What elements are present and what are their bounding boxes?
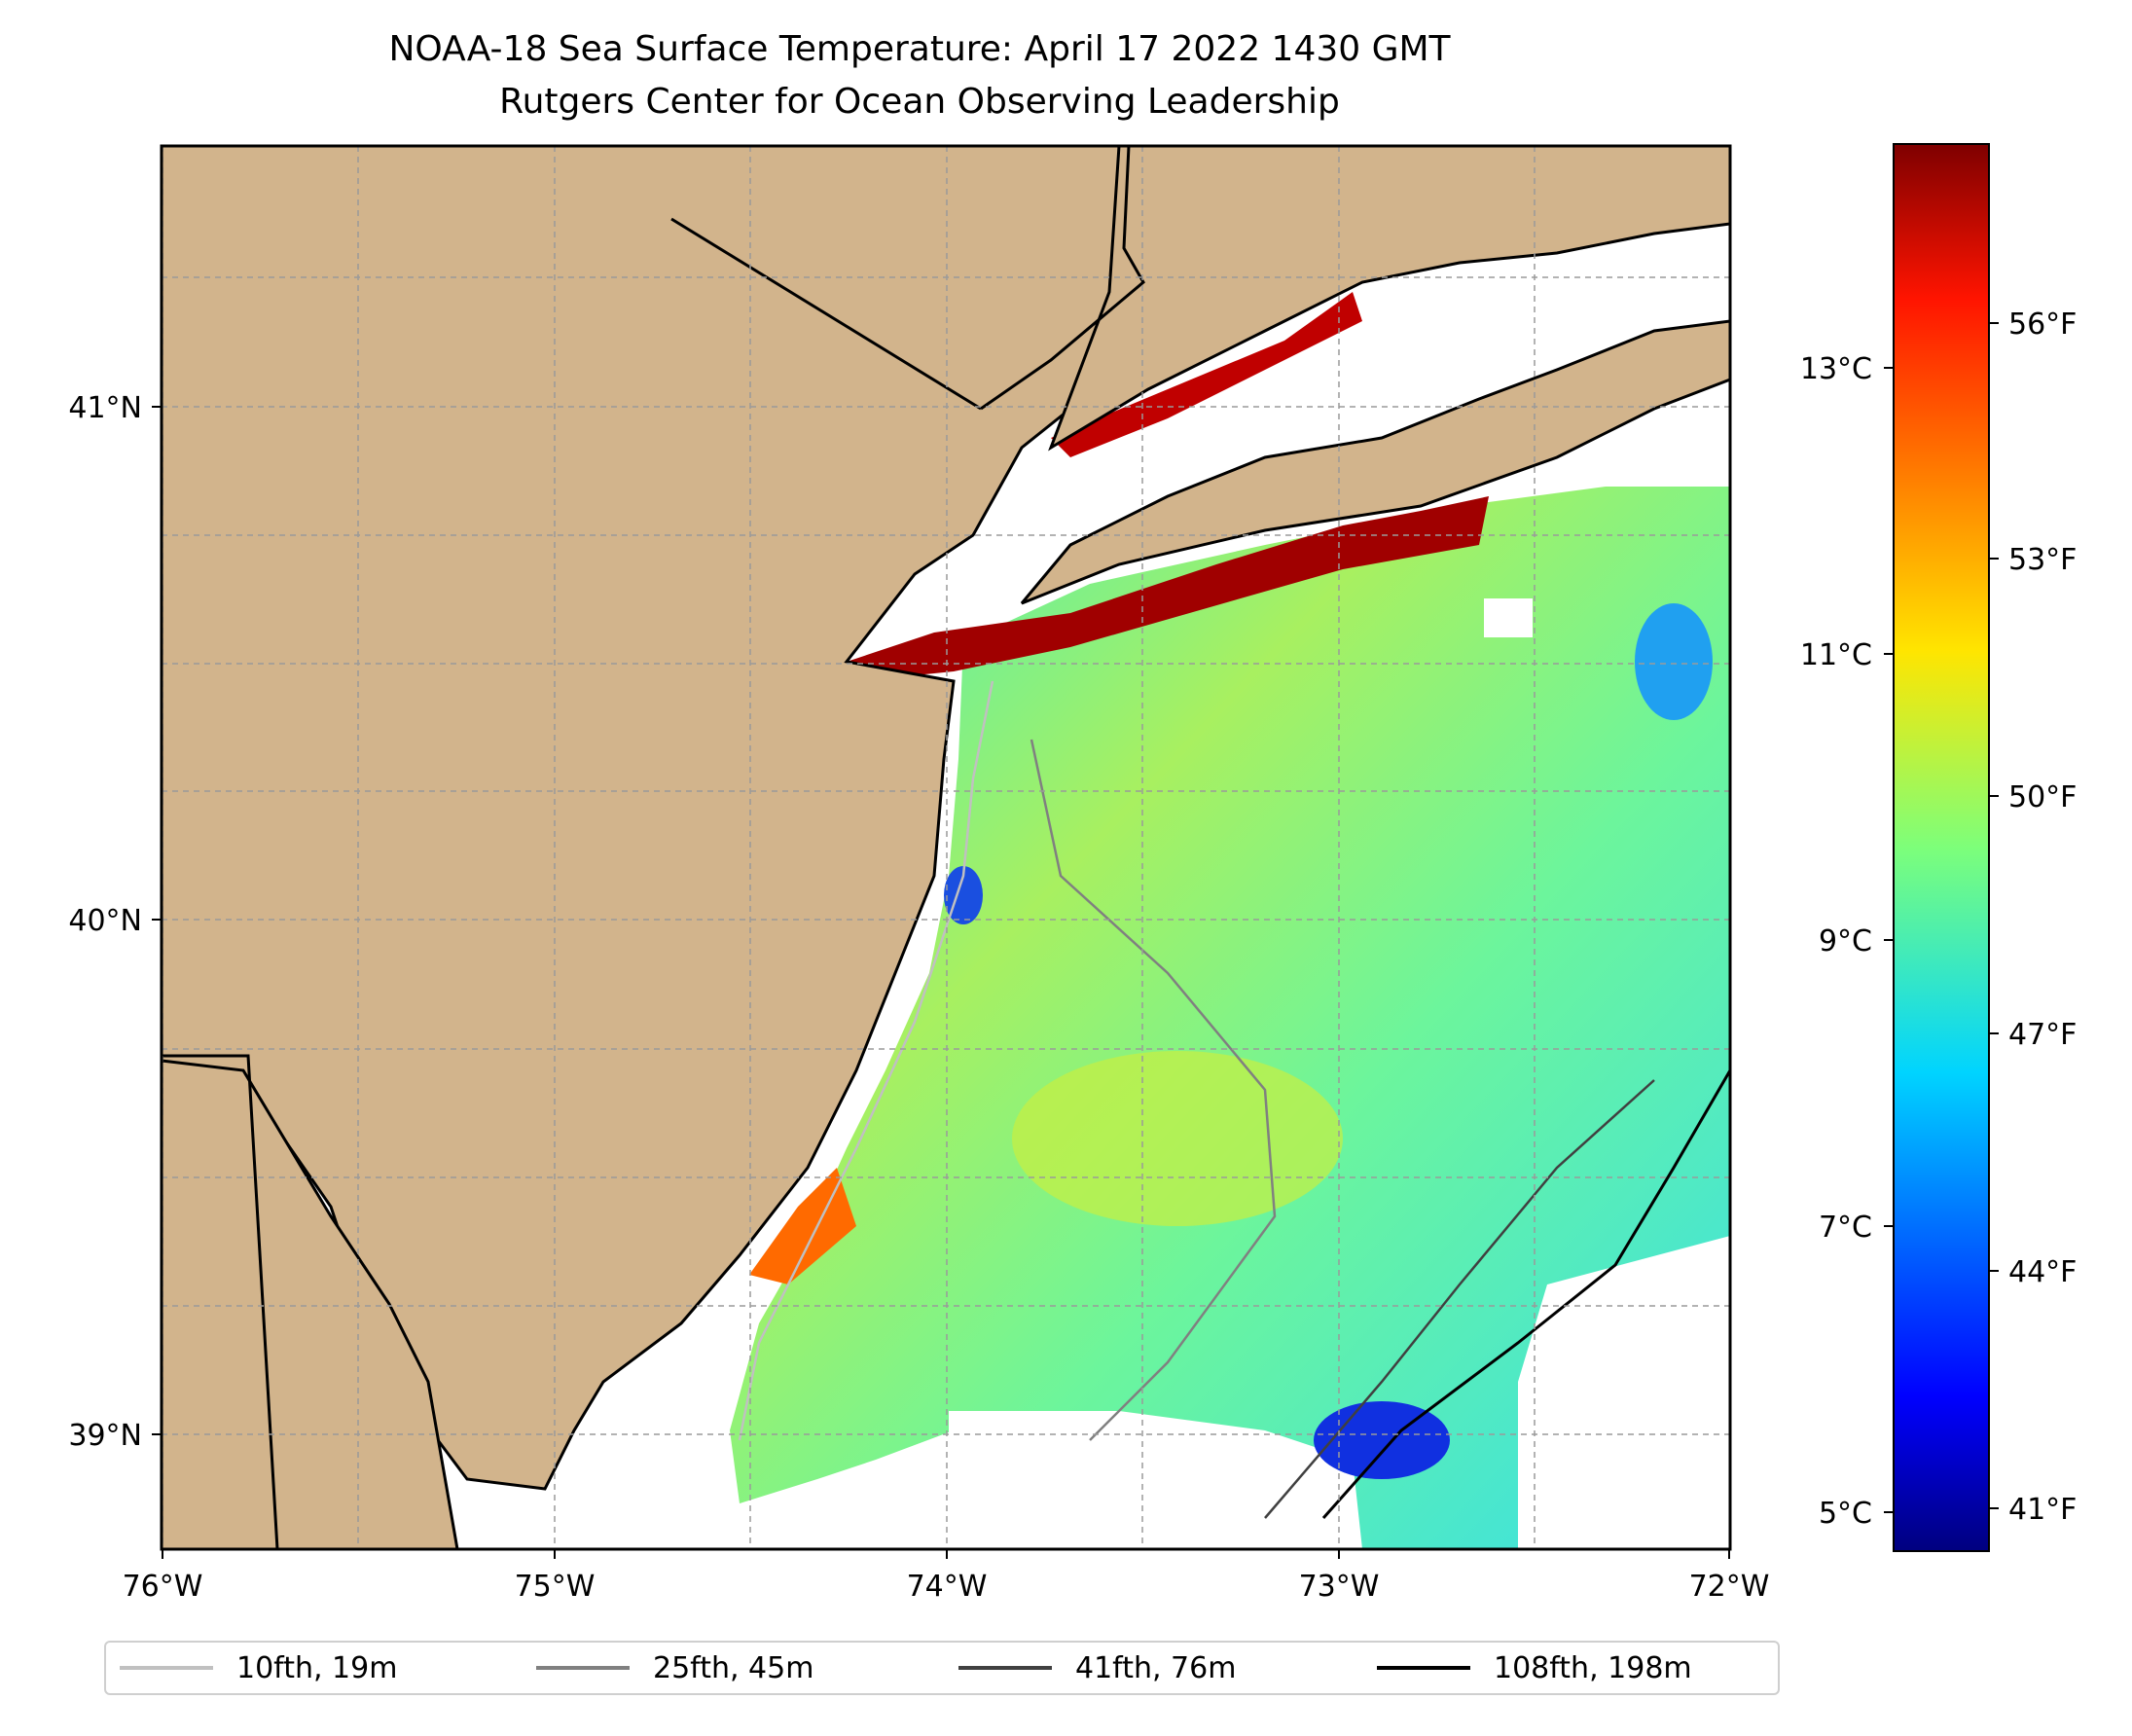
legend-line-swatch	[1377, 1666, 1470, 1670]
lat-tick-marks	[152, 406, 162, 1435]
state-border	[162, 1054, 279, 1549]
chart-subtitle: Rutgers Center for Ocean Observing Leade…	[499, 82, 1340, 122]
colorbar-fahrenheit-ticks	[1989, 322, 1999, 1509]
lon-tick-label: 73°W	[1299, 1570, 1380, 1604]
legend-label: 25fth, 45m	[653, 1650, 814, 1685]
state-border	[980, 146, 1145, 411]
no-data-patch	[949, 1411, 1095, 1450]
colorbar-celsius-label: 11°C	[1800, 638, 1872, 672]
lon-tick-label: 72°W	[1689, 1570, 1770, 1604]
warm-coastal-band	[847, 496, 1489, 681]
isobath-45m	[1030, 739, 1277, 1441]
legend-label: 10fth, 19m	[236, 1650, 398, 1685]
colorbar-celsius-label: 9°C	[1819, 924, 1872, 958]
cold-patch	[944, 866, 983, 924]
isobath-19m	[738, 680, 994, 1441]
colorbar-celsius-ticks	[1884, 367, 1894, 1513]
legend-line-swatch	[958, 1666, 1052, 1670]
colorbar-fahrenheit-label: 44°F	[2008, 1255, 2077, 1289]
lat-tick-label: 41°N	[68, 391, 142, 425]
colorbar-fahrenheit-label: 50°F	[2008, 780, 2077, 814]
legend-label: 108fth, 198m	[1494, 1650, 1692, 1685]
land-long-island	[1020, 319, 1730, 605]
warm-bay-band	[749, 1168, 856, 1284]
chart-title: NOAA-18 Sea Surface Temperature: April 1…	[388, 29, 1451, 69]
warm-sound-band	[1051, 292, 1362, 457]
isobath-legend: 10fth, 19m 25fth, 45m 41fth, 76m 108fth,…	[104, 1641, 1780, 1695]
colorbar-fahrenheit-label: 56°F	[2008, 307, 2077, 342]
colorbar-fahrenheit-label: 53°F	[2008, 543, 2077, 577]
legend-item-25fth: 25fth, 45m	[536, 1643, 813, 1693]
legend-line-swatch	[536, 1666, 630, 1670]
legend-item-10fth: 10fth, 19m	[120, 1643, 397, 1693]
colorbar-celsius-label: 13°C	[1800, 352, 1872, 386]
lat-tick-label: 40°N	[68, 904, 142, 938]
lon-tick-label: 75°W	[515, 1570, 596, 1604]
colorbar	[1893, 143, 1990, 1552]
legend-label: 41fth, 76m	[1075, 1650, 1237, 1685]
colorbar-celsius-label: 7°C	[1819, 1211, 1872, 1245]
lon-tick-marks	[162, 1549, 1730, 1559]
lat-tick-label: 39°N	[68, 1419, 142, 1453]
lon-tick-label: 76°W	[123, 1570, 203, 1604]
land-connecticut	[1048, 146, 1730, 452]
legend-line-swatch	[120, 1666, 213, 1670]
state-border	[670, 217, 982, 411]
colorbar-celsius-label: 5°C	[1819, 1497, 1872, 1531]
lon-tick-label: 74°W	[907, 1570, 988, 1604]
cold-patch	[1635, 603, 1713, 720]
warm-patch	[1012, 1051, 1343, 1226]
isobath-198m	[1321, 1069, 1730, 1519]
sst-field	[730, 487, 1730, 1549]
legend-item-41fth: 41fth, 76m	[958, 1643, 1236, 1693]
legend-item-108fth: 108fth, 198m	[1377, 1643, 1692, 1693]
colorbar-fahrenheit-label: 47°F	[2008, 1018, 2077, 1052]
isobath-76m	[1264, 1079, 1655, 1519]
cold-patch	[1314, 1401, 1450, 1479]
no-data-patch	[1518, 1236, 1730, 1549]
colorbar-fahrenheit-label: 41°F	[2008, 1493, 2077, 1527]
no-data-patch	[1484, 598, 1533, 637]
land-delmarva	[162, 1059, 459, 1549]
